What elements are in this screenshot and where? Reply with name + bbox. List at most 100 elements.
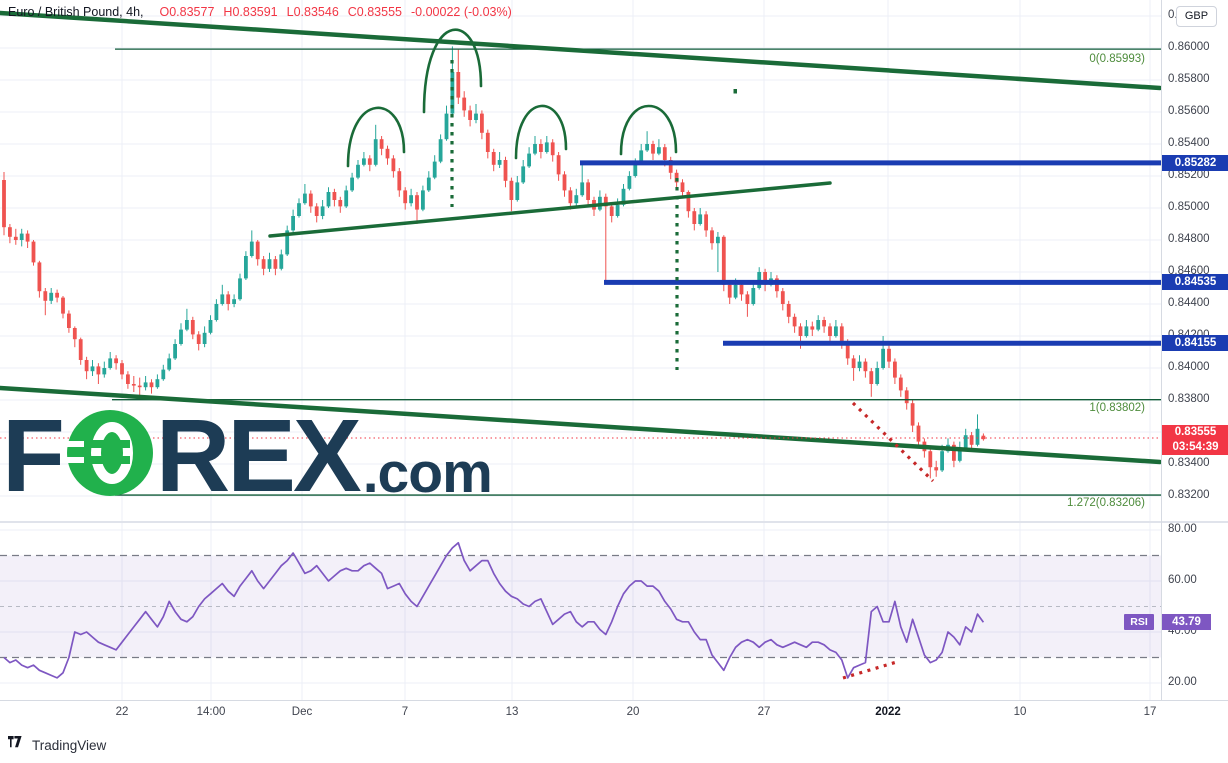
candle-body — [981, 435, 986, 440]
rsi-axis-label: 20.00 — [1168, 676, 1197, 688]
candle-body — [952, 444, 956, 461]
candle-body — [255, 241, 260, 260]
candle-body — [462, 97, 467, 111]
candle-body — [456, 72, 461, 98]
candle-body — [633, 163, 638, 176]
last-price-value: 0.83555 — [1174, 426, 1217, 438]
candle-body — [574, 195, 579, 204]
rsi-value-badge: 43.79 — [1162, 614, 1211, 630]
candle-body — [426, 177, 431, 191]
candle-body — [704, 214, 708, 231]
rsi-name-badge: RSI — [1124, 614, 1154, 630]
fib-level-label: 1.272(0.83206) — [1066, 497, 1145, 509]
candle-body — [822, 320, 826, 327]
candle-body — [544, 142, 549, 152]
time-axis[interactable]: 22 14:00 Dec 7 13 20 27 2022 10 17 — [0, 701, 1228, 726]
candle-body — [208, 320, 213, 333]
watermark-rex: REX — [155, 397, 362, 513]
time-axis-border — [0, 700, 1228, 701]
candle-body — [326, 192, 331, 207]
red-dotted-divergence-line — [842, 659, 901, 680]
candle-body — [444, 113, 449, 140]
candle-body — [131, 384, 136, 386]
candle-body — [338, 200, 343, 207]
candle-body — [556, 155, 561, 175]
candle-body — [102, 368, 107, 375]
candle-body — [155, 379, 160, 388]
currency-button[interactable]: GBP — [1176, 6, 1217, 27]
candle-body — [114, 358, 118, 364]
candle-body — [126, 374, 130, 384]
candle-body — [362, 158, 366, 165]
price-axis-label: 0.83800 — [1168, 393, 1210, 405]
time-axis-label: 17 — [1143, 706, 1157, 718]
candle-body — [916, 425, 921, 442]
candle-body — [232, 299, 236, 304]
peak-arc-annotation — [514, 104, 568, 160]
candle-body — [379, 139, 384, 149]
candle-body — [804, 326, 809, 336]
candle-body — [468, 110, 472, 120]
candle-body — [969, 435, 974, 445]
tradingview-logo-text: TradingView — [32, 738, 107, 753]
candle-body — [244, 256, 248, 279]
price-axis[interactable]: 0.862000.860000.858000.856000.854000.852… — [1161, 0, 1228, 700]
candle-body — [869, 371, 874, 384]
peak-arc-annotation — [422, 28, 483, 114]
candle-body — [603, 196, 608, 207]
candle-body — [928, 451, 933, 468]
candle-body — [527, 153, 531, 167]
candle-body — [810, 326, 815, 330]
candle-body — [716, 236, 720, 244]
candle-body — [308, 193, 313, 207]
candle-body — [651, 144, 655, 154]
price-axis-label: 0.86000 — [1168, 41, 1210, 53]
candle-body — [167, 358, 172, 370]
candle-body — [438, 139, 443, 162]
candle-body — [90, 366, 95, 372]
candle-body — [763, 272, 767, 285]
ohlc-change: -0.00022 (-0.03%) — [411, 5, 512, 19]
candle-body — [25, 233, 30, 242]
candle-body — [645, 144, 649, 151]
candle-body — [887, 348, 891, 362]
pane-separator[interactable] — [0, 521, 1228, 523]
forex-euro-o-icon — [66, 409, 154, 501]
candle-body — [120, 363, 124, 375]
time-axis-label: 14:00 — [196, 706, 226, 718]
candle-body — [303, 193, 307, 204]
candle-body — [196, 334, 201, 344]
chart-canvas[interactable] — [0, 0, 1161, 700]
candle-body — [680, 182, 685, 192]
candle-body — [692, 211, 697, 224]
candle-body — [657, 147, 661, 154]
candle-body — [474, 113, 478, 120]
candle-body — [291, 216, 295, 231]
rsi-line — [3, 541, 985, 679]
tradingview-attribution[interactable]: TradingView — [8, 736, 106, 755]
level-price-badge: 0.84535 — [1162, 274, 1228, 290]
candle-body — [639, 150, 644, 164]
candle-body — [350, 177, 354, 191]
candle-body — [267, 259, 272, 269]
candle-body — [910, 403, 915, 426]
candle-body — [432, 161, 437, 178]
ohlc-close: C0.83555 — [347, 5, 402, 19]
candle-body — [828, 326, 832, 336]
candle-body — [721, 236, 726, 285]
candle-body — [8, 227, 12, 237]
candle-body — [615, 204, 620, 216]
ohlc-high: H0.83591 — [223, 5, 278, 19]
candle-body — [49, 292, 54, 301]
candle-body — [733, 284, 738, 298]
candle-body — [31, 241, 36, 263]
candle-body — [19, 233, 24, 240]
rsi-axis-label: 80.00 — [1168, 523, 1197, 535]
candle-body — [515, 182, 520, 200]
symbol-title[interactable]: Euro / British Pound, 4h, — [8, 5, 144, 19]
candle-body — [751, 288, 756, 304]
candle-body — [261, 259, 266, 269]
candle-body — [533, 144, 537, 154]
candle-body — [450, 72, 455, 114]
